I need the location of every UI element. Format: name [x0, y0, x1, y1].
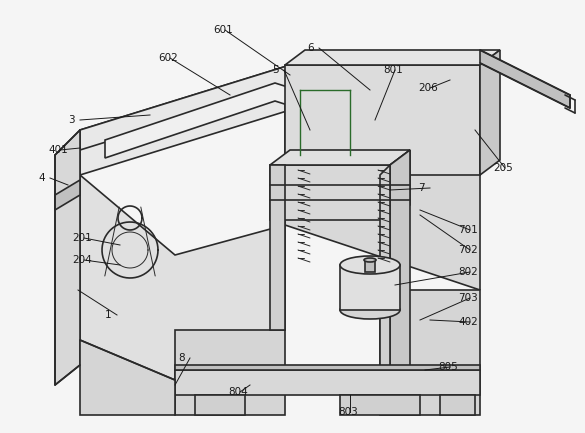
- Polygon shape: [380, 165, 390, 400]
- Text: 4: 4: [38, 173, 44, 183]
- Polygon shape: [195, 395, 245, 415]
- Polygon shape: [390, 150, 410, 400]
- Text: 6: 6: [307, 43, 314, 53]
- Text: 201: 201: [72, 233, 92, 243]
- Text: 5: 5: [272, 65, 278, 75]
- Text: 1: 1: [105, 310, 112, 320]
- Text: 801: 801: [383, 65, 402, 75]
- Text: 803: 803: [338, 407, 358, 417]
- Text: 802: 802: [458, 267, 478, 277]
- Polygon shape: [285, 65, 480, 290]
- Polygon shape: [80, 175, 285, 380]
- Polygon shape: [480, 50, 570, 108]
- Polygon shape: [270, 150, 410, 165]
- Polygon shape: [55, 180, 80, 210]
- Text: 701: 701: [458, 225, 478, 235]
- Polygon shape: [175, 330, 285, 415]
- Polygon shape: [380, 290, 480, 415]
- Polygon shape: [55, 130, 80, 385]
- Polygon shape: [285, 50, 500, 65]
- Text: 8: 8: [178, 353, 185, 363]
- Text: 703: 703: [458, 293, 478, 303]
- Ellipse shape: [340, 256, 400, 274]
- Polygon shape: [175, 365, 480, 370]
- Text: 206: 206: [418, 83, 438, 93]
- Polygon shape: [340, 265, 400, 310]
- Text: 401: 401: [48, 145, 68, 155]
- Text: 204: 204: [72, 255, 92, 265]
- Text: 601: 601: [213, 25, 233, 35]
- Text: 702: 702: [458, 245, 478, 255]
- Polygon shape: [270, 165, 390, 220]
- Text: 804: 804: [228, 387, 248, 397]
- Text: 7: 7: [418, 183, 425, 193]
- Polygon shape: [365, 260, 375, 272]
- Text: 602: 602: [158, 53, 178, 63]
- Text: 805: 805: [438, 362, 457, 372]
- Polygon shape: [285, 65, 480, 175]
- Polygon shape: [270, 165, 285, 330]
- Polygon shape: [105, 83, 455, 158]
- Polygon shape: [340, 395, 420, 415]
- Polygon shape: [175, 370, 480, 395]
- Polygon shape: [80, 340, 175, 415]
- Polygon shape: [480, 50, 500, 175]
- Text: 205: 205: [493, 163, 512, 173]
- Ellipse shape: [340, 301, 400, 319]
- Polygon shape: [80, 65, 480, 175]
- Text: 3: 3: [68, 115, 75, 125]
- Text: 402: 402: [458, 317, 478, 327]
- Polygon shape: [440, 395, 475, 415]
- Ellipse shape: [364, 258, 376, 262]
- Polygon shape: [390, 150, 410, 220]
- Polygon shape: [80, 65, 480, 150]
